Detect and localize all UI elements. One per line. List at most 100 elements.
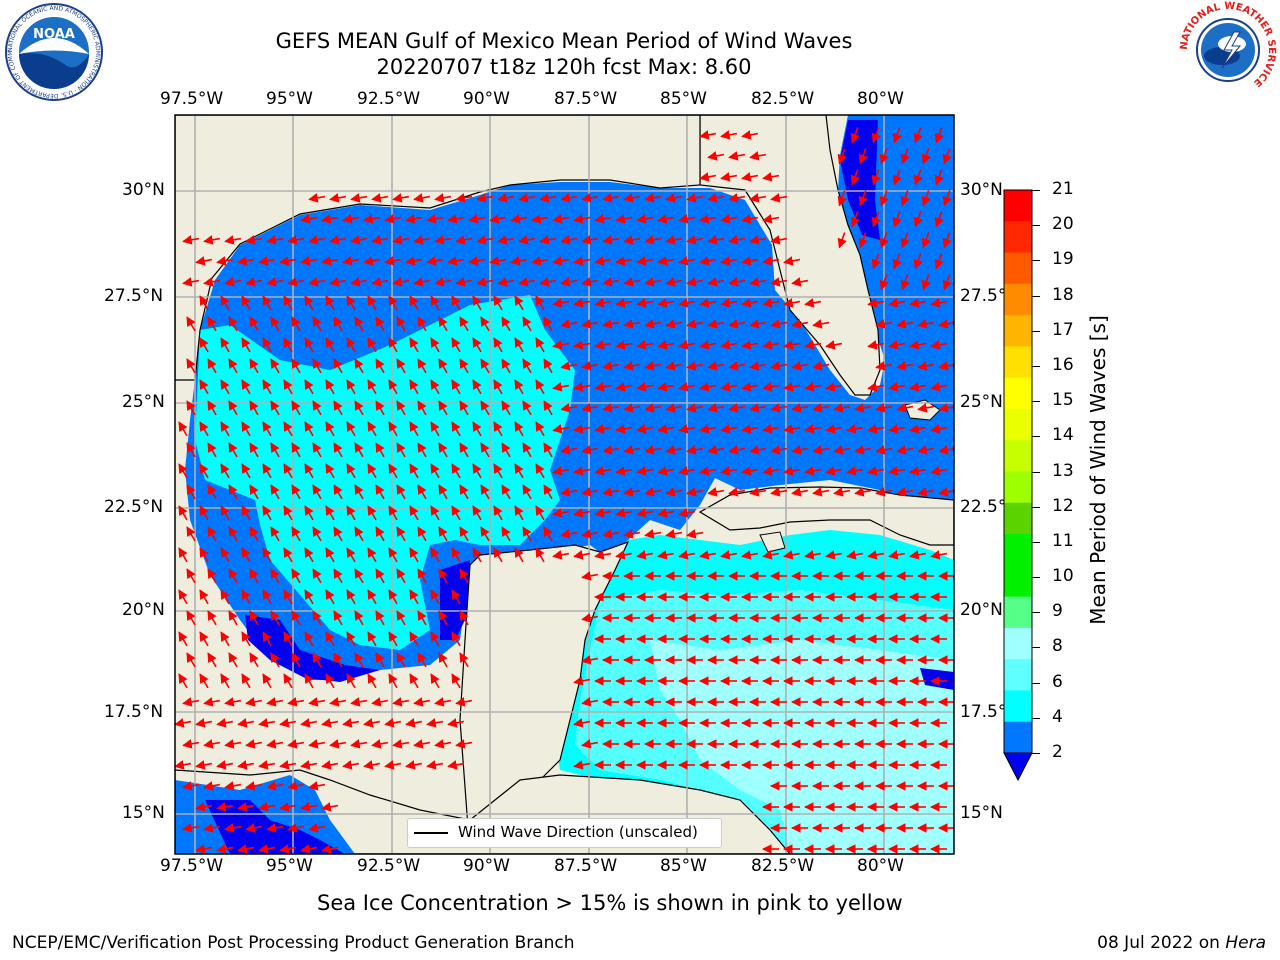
wave-direction-arrow — [476, 193, 494, 203]
wave-direction-arrow — [615, 550, 633, 560]
wave-direction-arrow — [867, 424, 885, 434]
wave-direction-arrow — [354, 526, 364, 542]
wave-direction-arrow — [573, 298, 591, 308]
colorbar-block — [1004, 534, 1032, 566]
wave-direction-arrow — [581, 739, 599, 749]
wave-direction-arrow — [934, 253, 944, 270]
wave-direction-arrow — [262, 673, 272, 689]
wave-direction-arrow — [552, 508, 570, 518]
wave-direction-arrow — [283, 421, 293, 437]
wave-direction-arrow — [304, 631, 314, 647]
wave-direction-arrow — [237, 844, 255, 854]
wave-direction-arrow — [472, 295, 482, 311]
wave-direction-arrow — [262, 421, 272, 437]
wave-direction-arrow — [858, 190, 868, 207]
wave-direction-arrow — [741, 130, 759, 140]
wave-direction-arrow — [535, 547, 545, 563]
wave-direction-arrow — [707, 403, 725, 413]
wave-direction-arrow — [321, 760, 339, 770]
wave-direction-arrow — [451, 505, 461, 521]
wave-direction-arrow — [199, 631, 209, 647]
lat-label-right: 25°N — [960, 392, 1003, 412]
wave-direction-arrow — [417, 568, 427, 584]
wave-direction-arrow — [287, 739, 305, 749]
wave-direction-arrow — [388, 463, 398, 479]
wave-direction-arrow — [333, 526, 343, 542]
wave-direction-arrow — [375, 568, 385, 584]
wave-direction-arrow — [762, 550, 780, 560]
wave-direction-arrow — [665, 319, 683, 329]
wave-direction-arrow — [342, 256, 360, 266]
wave-direction-arrow — [367, 421, 377, 437]
wave-direction-arrow — [241, 421, 251, 437]
wave-direction-arrow — [417, 484, 427, 500]
wave-direction-arrow — [262, 463, 272, 479]
wave-direction-arrow — [199, 505, 209, 521]
wave-direction-arrow — [804, 424, 822, 434]
colorbar-tick-mark — [1032, 330, 1040, 332]
wave-direction-arrow — [291, 400, 301, 416]
wave-direction-arrow — [283, 379, 293, 395]
wave-direction-arrow — [573, 424, 591, 434]
wave-direction-arrow — [384, 718, 402, 728]
wave-direction-arrow — [514, 547, 524, 563]
wave-direction-arrow — [489, 214, 507, 224]
wave-direction-arrow — [325, 295, 335, 311]
wave-direction-arrow — [346, 631, 356, 647]
wave-direction-arrow — [409, 463, 419, 479]
wave-direction-arrow — [741, 424, 759, 434]
wave-direction-arrow — [510, 256, 528, 266]
wave-direction-arrow — [489, 256, 507, 266]
wave-direction-arrow — [203, 235, 221, 245]
wave-direction-arrow — [762, 214, 780, 224]
wave-direction-arrow — [249, 400, 259, 416]
wave-direction-arrow — [430, 295, 440, 311]
colorbar-tick-mark — [1032, 471, 1040, 473]
wave-direction-arrow — [182, 277, 200, 287]
wave-direction-arrow — [535, 337, 545, 353]
wave-direction-arrow — [270, 316, 280, 332]
wave-direction-arrow — [375, 484, 385, 500]
wave-direction-arrow — [522, 358, 532, 374]
lat-label-right: 15°N — [960, 803, 1003, 823]
colorbar-block — [1004, 690, 1032, 723]
wave-direction-arrow — [560, 193, 578, 203]
wave-direction-arrow — [900, 190, 910, 207]
wave-direction-arrow — [241, 337, 251, 353]
wave-direction-arrow — [921, 190, 931, 207]
wave-direction-arrow — [644, 235, 662, 245]
wave-direction-arrow — [644, 487, 662, 497]
wave-direction-arrow — [199, 421, 209, 437]
wave-direction-arrow — [539, 277, 557, 287]
colorbar-block — [1004, 377, 1032, 410]
wave-direction-arrow — [892, 253, 902, 270]
wave-direction-arrow — [493, 337, 503, 353]
wave-direction-arrow — [249, 568, 259, 584]
wave-direction-arrow — [875, 445, 893, 455]
wave-direction-arrow — [451, 463, 461, 479]
wave-direction-arrow — [909, 550, 927, 560]
wave-direction-arrow — [938, 403, 954, 413]
wave-direction-arrow — [396, 526, 406, 542]
wave-direction-arrow — [333, 568, 343, 584]
lon-label-bottom: 87.5°W — [554, 856, 618, 876]
wave-direction-arrow — [581, 529, 599, 539]
wave-direction-arrow — [560, 319, 578, 329]
wave-direction-arrow — [207, 400, 217, 416]
wave-direction-arrow — [409, 631, 419, 647]
wave-direction-arrow — [518, 193, 536, 203]
wave-direction-arrow — [833, 487, 851, 497]
wave-direction-arrow — [720, 298, 738, 308]
wave-direction-arrow — [186, 526, 196, 542]
wave-direction-arrow — [178, 589, 188, 605]
wave-direction-arrow — [573, 550, 591, 560]
wave-direction-arrow — [762, 256, 780, 266]
wave-direction-arrow — [699, 172, 717, 182]
wave-direction-arrow — [644, 277, 662, 287]
wave-direction-arrow — [199, 379, 209, 395]
wave-direction-arrow — [375, 610, 385, 626]
wave-direction-arrow — [237, 718, 255, 728]
wave-direction-arrow — [312, 610, 322, 626]
wave-direction-arrow — [930, 424, 948, 434]
wave-direction-arrow — [930, 298, 948, 308]
